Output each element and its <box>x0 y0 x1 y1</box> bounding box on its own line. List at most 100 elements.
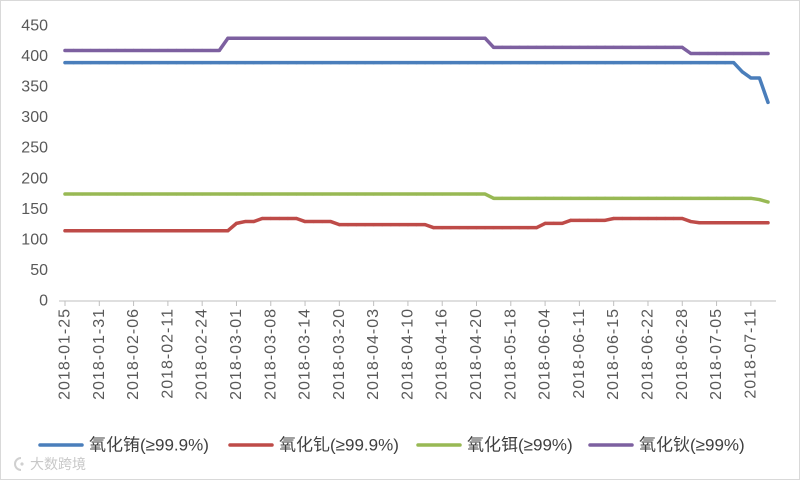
data-point <box>620 196 624 200</box>
data-point <box>123 229 127 233</box>
data-point <box>174 192 179 196</box>
y-tick-label: 350 <box>21 79 48 96</box>
data-point <box>140 192 144 196</box>
legend-item-series-3: 氧化铒(≥99%) <box>416 436 573 455</box>
x-tick-label: 2018-03-08 <box>262 308 279 400</box>
data-point <box>414 223 419 227</box>
data-point <box>192 192 196 196</box>
data-point <box>192 61 196 65</box>
data-point <box>123 61 127 65</box>
data-point <box>243 219 247 224</box>
data-point <box>63 61 67 65</box>
data-point <box>106 192 110 196</box>
data-point <box>517 196 521 200</box>
data-point <box>577 45 581 49</box>
data-point <box>766 200 770 204</box>
data-point <box>603 45 607 49</box>
data-point <box>372 36 376 40</box>
x-tick-label: 2018-04-20 <box>468 308 485 400</box>
data-point <box>89 229 93 233</box>
data-point <box>329 36 333 40</box>
data-point <box>200 192 204 196</box>
data-point <box>217 61 221 65</box>
data-point <box>80 61 84 65</box>
data-point <box>749 76 753 80</box>
data-point <box>303 192 307 196</box>
data-point <box>114 48 119 53</box>
data-point <box>183 192 187 196</box>
data-point <box>63 48 67 53</box>
data-point <box>732 196 736 200</box>
y-tick-label: 200 <box>21 170 48 187</box>
data-point <box>672 45 676 49</box>
data-point <box>174 61 179 65</box>
data-point <box>183 229 187 233</box>
data-point <box>440 192 444 196</box>
data-point <box>380 36 384 40</box>
data-point <box>140 48 144 53</box>
data-point <box>166 229 170 233</box>
x-tick-label: 2018-02-24 <box>194 308 211 400</box>
data-point <box>629 45 633 49</box>
data-point <box>543 196 547 200</box>
data-point <box>560 196 564 200</box>
data-point <box>192 229 196 233</box>
data-point <box>277 61 281 65</box>
data-point <box>226 229 230 233</box>
data-point <box>646 45 650 49</box>
data-point <box>269 216 273 221</box>
data-point <box>337 36 341 40</box>
data-point <box>620 61 624 65</box>
data-point <box>260 216 264 221</box>
data-point <box>131 61 136 65</box>
data-point <box>637 216 642 221</box>
data-point <box>569 61 573 65</box>
data-point <box>706 196 710 200</box>
data-point <box>432 226 436 230</box>
data-point <box>89 61 93 65</box>
data-point <box>406 223 410 227</box>
data-point <box>449 192 453 196</box>
data-point <box>226 36 230 40</box>
data-point <box>140 61 144 65</box>
data-point <box>723 51 727 56</box>
data-point <box>346 223 350 227</box>
data-point <box>732 221 736 225</box>
data-point <box>483 192 487 196</box>
data-point <box>697 196 702 200</box>
data-point <box>372 223 376 227</box>
data-point <box>97 192 101 196</box>
data-point <box>500 226 504 230</box>
series-3 <box>63 192 770 204</box>
data-point <box>543 221 547 225</box>
data-point <box>483 226 487 230</box>
y-tick-label: 0 <box>39 293 48 310</box>
data-point <box>432 61 436 65</box>
data-point <box>483 61 487 65</box>
data-point <box>492 45 496 49</box>
data-point <box>286 61 290 65</box>
data-point <box>329 219 333 224</box>
x-tick-label: 2018-03-01 <box>228 308 245 400</box>
data-point <box>354 192 359 196</box>
data-point <box>397 36 401 40</box>
data-point <box>620 216 624 221</box>
data-point <box>149 229 153 233</box>
data-point <box>372 192 376 196</box>
data-point <box>260 36 264 40</box>
data-point <box>714 61 719 65</box>
data-point <box>389 192 393 196</box>
data-point <box>603 196 607 200</box>
data-point <box>243 36 247 40</box>
data-point <box>209 229 213 233</box>
series-1 <box>63 60 770 105</box>
legend-label-series-4: 氧化钬(≥99%) <box>639 436 745 455</box>
data-point <box>80 48 84 53</box>
data-point <box>149 61 153 65</box>
data-point <box>526 226 530 230</box>
x-tick-label: 2018-06-28 <box>674 308 691 400</box>
data-point <box>397 61 401 65</box>
data-point <box>269 36 273 40</box>
x-tick-label: 2018-01-31 <box>91 308 108 400</box>
data-point <box>723 61 727 65</box>
